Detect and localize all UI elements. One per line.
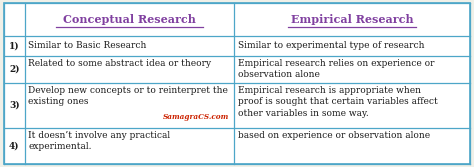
Text: Develop new concepts or to reinterpret the
existing ones: Develop new concepts or to reinterpret t… xyxy=(28,86,228,107)
Text: Related to some abstract idea or theory: Related to some abstract idea or theory xyxy=(28,59,211,68)
Text: 3): 3) xyxy=(9,101,19,110)
Text: Conceptual Research: Conceptual Research xyxy=(63,14,196,25)
Text: Similar to Basic Research: Similar to Basic Research xyxy=(28,41,147,50)
Text: based on experience or observation alone: based on experience or observation alone xyxy=(238,131,430,140)
Text: Empirical research is appropriate when
proof is sought that certain variables af: Empirical research is appropriate when p… xyxy=(238,86,438,118)
Text: 2): 2) xyxy=(9,65,19,74)
Text: Empirical Research: Empirical Research xyxy=(291,14,413,25)
Text: 4): 4) xyxy=(9,141,19,150)
Text: 1): 1) xyxy=(9,41,19,50)
Text: SamagraCS.com: SamagraCS.com xyxy=(163,113,229,121)
Text: Empirical research relies on experience or
observation alone: Empirical research relies on experience … xyxy=(238,59,435,79)
Text: It doesn’t involve any practical
experimental.: It doesn’t involve any practical experim… xyxy=(28,131,171,151)
Text: Similar to experimental type of research: Similar to experimental type of research xyxy=(238,41,424,50)
